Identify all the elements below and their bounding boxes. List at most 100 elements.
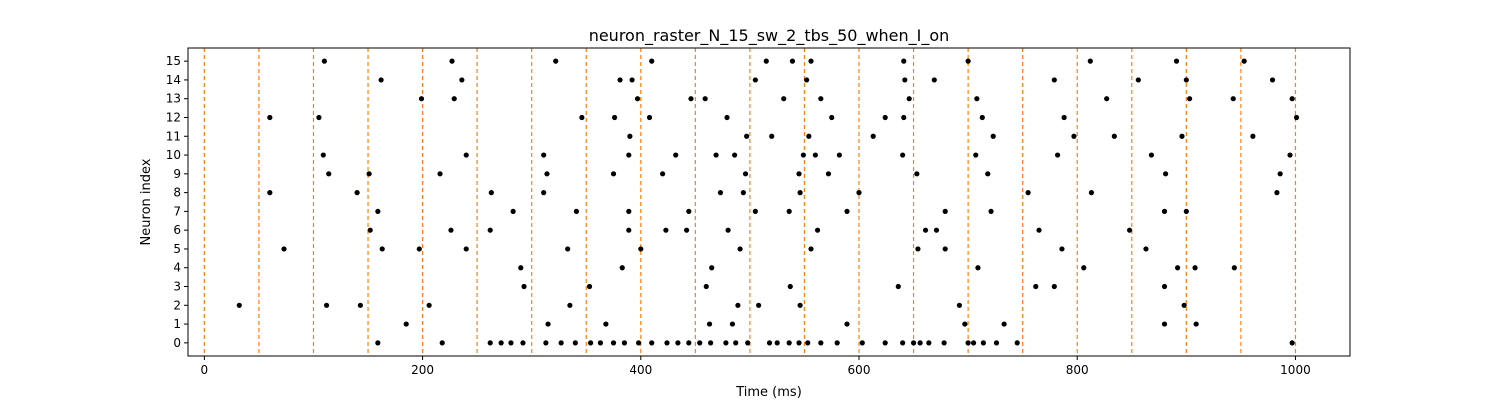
spike-point [565, 246, 571, 252]
y-tick-label: 1 [173, 317, 181, 331]
x-tick-label: 0 [201, 363, 209, 377]
spike-point [942, 246, 948, 252]
spike-point [597, 340, 604, 346]
spike-point [572, 340, 578, 346]
spike-point [786, 340, 792, 346]
spike-point [732, 152, 738, 158]
spike-point [626, 208, 632, 214]
spike-point [970, 340, 977, 346]
spike-point [870, 133, 876, 139]
spike-point [558, 340, 564, 346]
y-axis-label: Neuron index [139, 158, 154, 245]
spike-point [806, 133, 812, 139]
spike-point [367, 227, 373, 233]
spike-point [518, 265, 524, 271]
spike-point [541, 190, 547, 196]
spike-point [1287, 152, 1293, 158]
spike-point [375, 340, 381, 346]
spike-point [1161, 283, 1168, 290]
x-tick-label: 1000 [1280, 363, 1311, 377]
spike-point [703, 283, 709, 290]
spike-point [426, 302, 432, 308]
spike-point [781, 96, 787, 102]
spike-point [769, 133, 775, 139]
spike-point [1183, 77, 1189, 83]
spike-point [660, 171, 666, 177]
spike-point [281, 246, 287, 252]
spike-point [725, 227, 731, 233]
y-tick-label: 10 [166, 148, 181, 162]
spike-point [1289, 340, 1295, 346]
spike-point [745, 340, 751, 346]
spike-point [320, 152, 326, 158]
spike-point [787, 283, 793, 290]
spike-point [1193, 321, 1199, 327]
spike-point [664, 340, 670, 346]
spike-point [675, 340, 681, 346]
spike-point [323, 302, 330, 308]
spike-point [1277, 171, 1283, 177]
spike-point [437, 171, 443, 177]
spike-point [451, 96, 457, 102]
spike-point [684, 227, 690, 233]
spike-point [543, 340, 549, 346]
spike-point [267, 190, 273, 196]
spike-point [1175, 265, 1181, 271]
y-tick-label: 6 [173, 223, 181, 237]
spike-point [603, 321, 609, 327]
spike-point [634, 96, 641, 102]
spike-point [646, 114, 653, 121]
y-tick-label: 13 [166, 92, 181, 106]
spike-point [737, 246, 743, 252]
spike-point [973, 152, 979, 158]
x-ticks-layer: 0 200 400 600 800 1000 [201, 356, 1311, 377]
spike-point [974, 96, 980, 102]
spike-point [962, 321, 968, 327]
spike-point [1059, 246, 1065, 252]
spike-point [766, 340, 773, 346]
spike-point [900, 152, 906, 158]
spike-point [856, 190, 862, 196]
spike-point [459, 77, 465, 83]
y-tick-label: 5 [173, 242, 181, 256]
spike-point [579, 114, 585, 121]
spike-point [818, 96, 824, 102]
spike-point [774, 340, 780, 346]
spike-point [956, 302, 962, 308]
spike-point [1001, 321, 1007, 327]
spike-point [617, 77, 623, 83]
spike-point [448, 227, 454, 233]
spike-point [379, 246, 385, 252]
spike-point [763, 58, 769, 64]
spike-point [797, 190, 803, 196]
spike-point [789, 58, 796, 64]
spike-point [1081, 265, 1087, 271]
spike-point [965, 58, 971, 64]
spike-point [706, 321, 713, 327]
spike-point [686, 340, 692, 346]
spike-point [729, 321, 736, 327]
spike-point [321, 58, 327, 64]
spike-point [610, 171, 617, 177]
spike-point [508, 340, 514, 346]
spike-point [917, 340, 923, 346]
x-tick-label: 400 [629, 363, 652, 377]
spike-point [612, 114, 618, 121]
spike-point [805, 340, 811, 346]
spike-point [895, 283, 901, 290]
spike-point [844, 208, 850, 214]
spike-point [744, 133, 750, 139]
spike-point [487, 227, 493, 233]
spike-point [1269, 77, 1276, 83]
x-tick-label: 200 [411, 363, 434, 377]
spike-point [626, 227, 632, 233]
spike-point [673, 152, 679, 158]
spike-point [375, 208, 381, 214]
spike-point [901, 114, 907, 121]
spike-point [812, 152, 818, 158]
spike-point [709, 265, 715, 271]
spike-point [1274, 190, 1280, 196]
spike-point [742, 171, 749, 177]
